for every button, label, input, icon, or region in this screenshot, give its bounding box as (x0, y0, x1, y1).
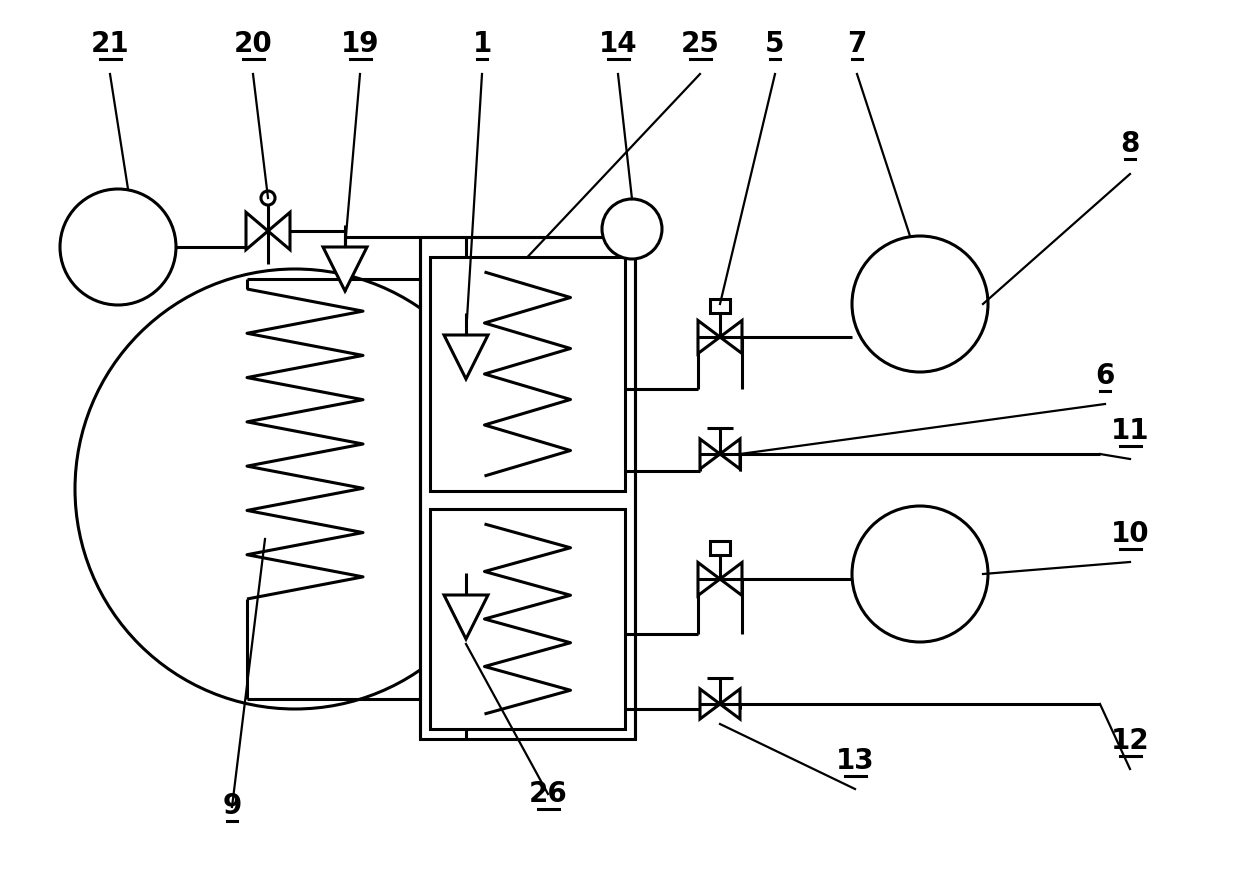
Polygon shape (444, 335, 489, 380)
Circle shape (852, 236, 988, 373)
Text: 8: 8 (1120, 129, 1140, 158)
Polygon shape (698, 563, 720, 596)
Circle shape (852, 507, 988, 642)
Text: 13: 13 (836, 746, 874, 774)
Text: 12: 12 (1111, 726, 1149, 754)
Bar (711, 299, 730, 314)
Bar (711, 541, 730, 555)
Text: 20: 20 (233, 30, 273, 58)
Text: 11: 11 (1111, 416, 1149, 444)
Text: 7: 7 (847, 30, 867, 58)
Bar (430, 258, 625, 492)
Polygon shape (720, 689, 740, 720)
Text: 21: 21 (91, 30, 129, 58)
Polygon shape (444, 595, 489, 640)
Text: 19: 19 (341, 30, 379, 58)
Polygon shape (268, 213, 290, 250)
Polygon shape (322, 248, 367, 292)
Polygon shape (698, 322, 720, 354)
Circle shape (601, 200, 662, 260)
Polygon shape (246, 213, 268, 250)
Circle shape (60, 189, 176, 306)
Polygon shape (720, 440, 740, 469)
Bar (430, 509, 625, 729)
Polygon shape (720, 322, 742, 354)
Polygon shape (720, 563, 742, 596)
Text: 6: 6 (1095, 362, 1115, 389)
Text: 5: 5 (765, 30, 785, 58)
Text: 10: 10 (1111, 520, 1149, 547)
Polygon shape (701, 689, 720, 720)
Bar (420, 238, 635, 740)
Circle shape (74, 269, 515, 709)
Text: 1: 1 (472, 30, 491, 58)
Text: 26: 26 (528, 779, 568, 807)
Polygon shape (701, 440, 720, 469)
Text: 9: 9 (222, 791, 242, 819)
Text: 14: 14 (599, 30, 637, 58)
Text: 25: 25 (681, 30, 719, 58)
Circle shape (260, 192, 275, 206)
